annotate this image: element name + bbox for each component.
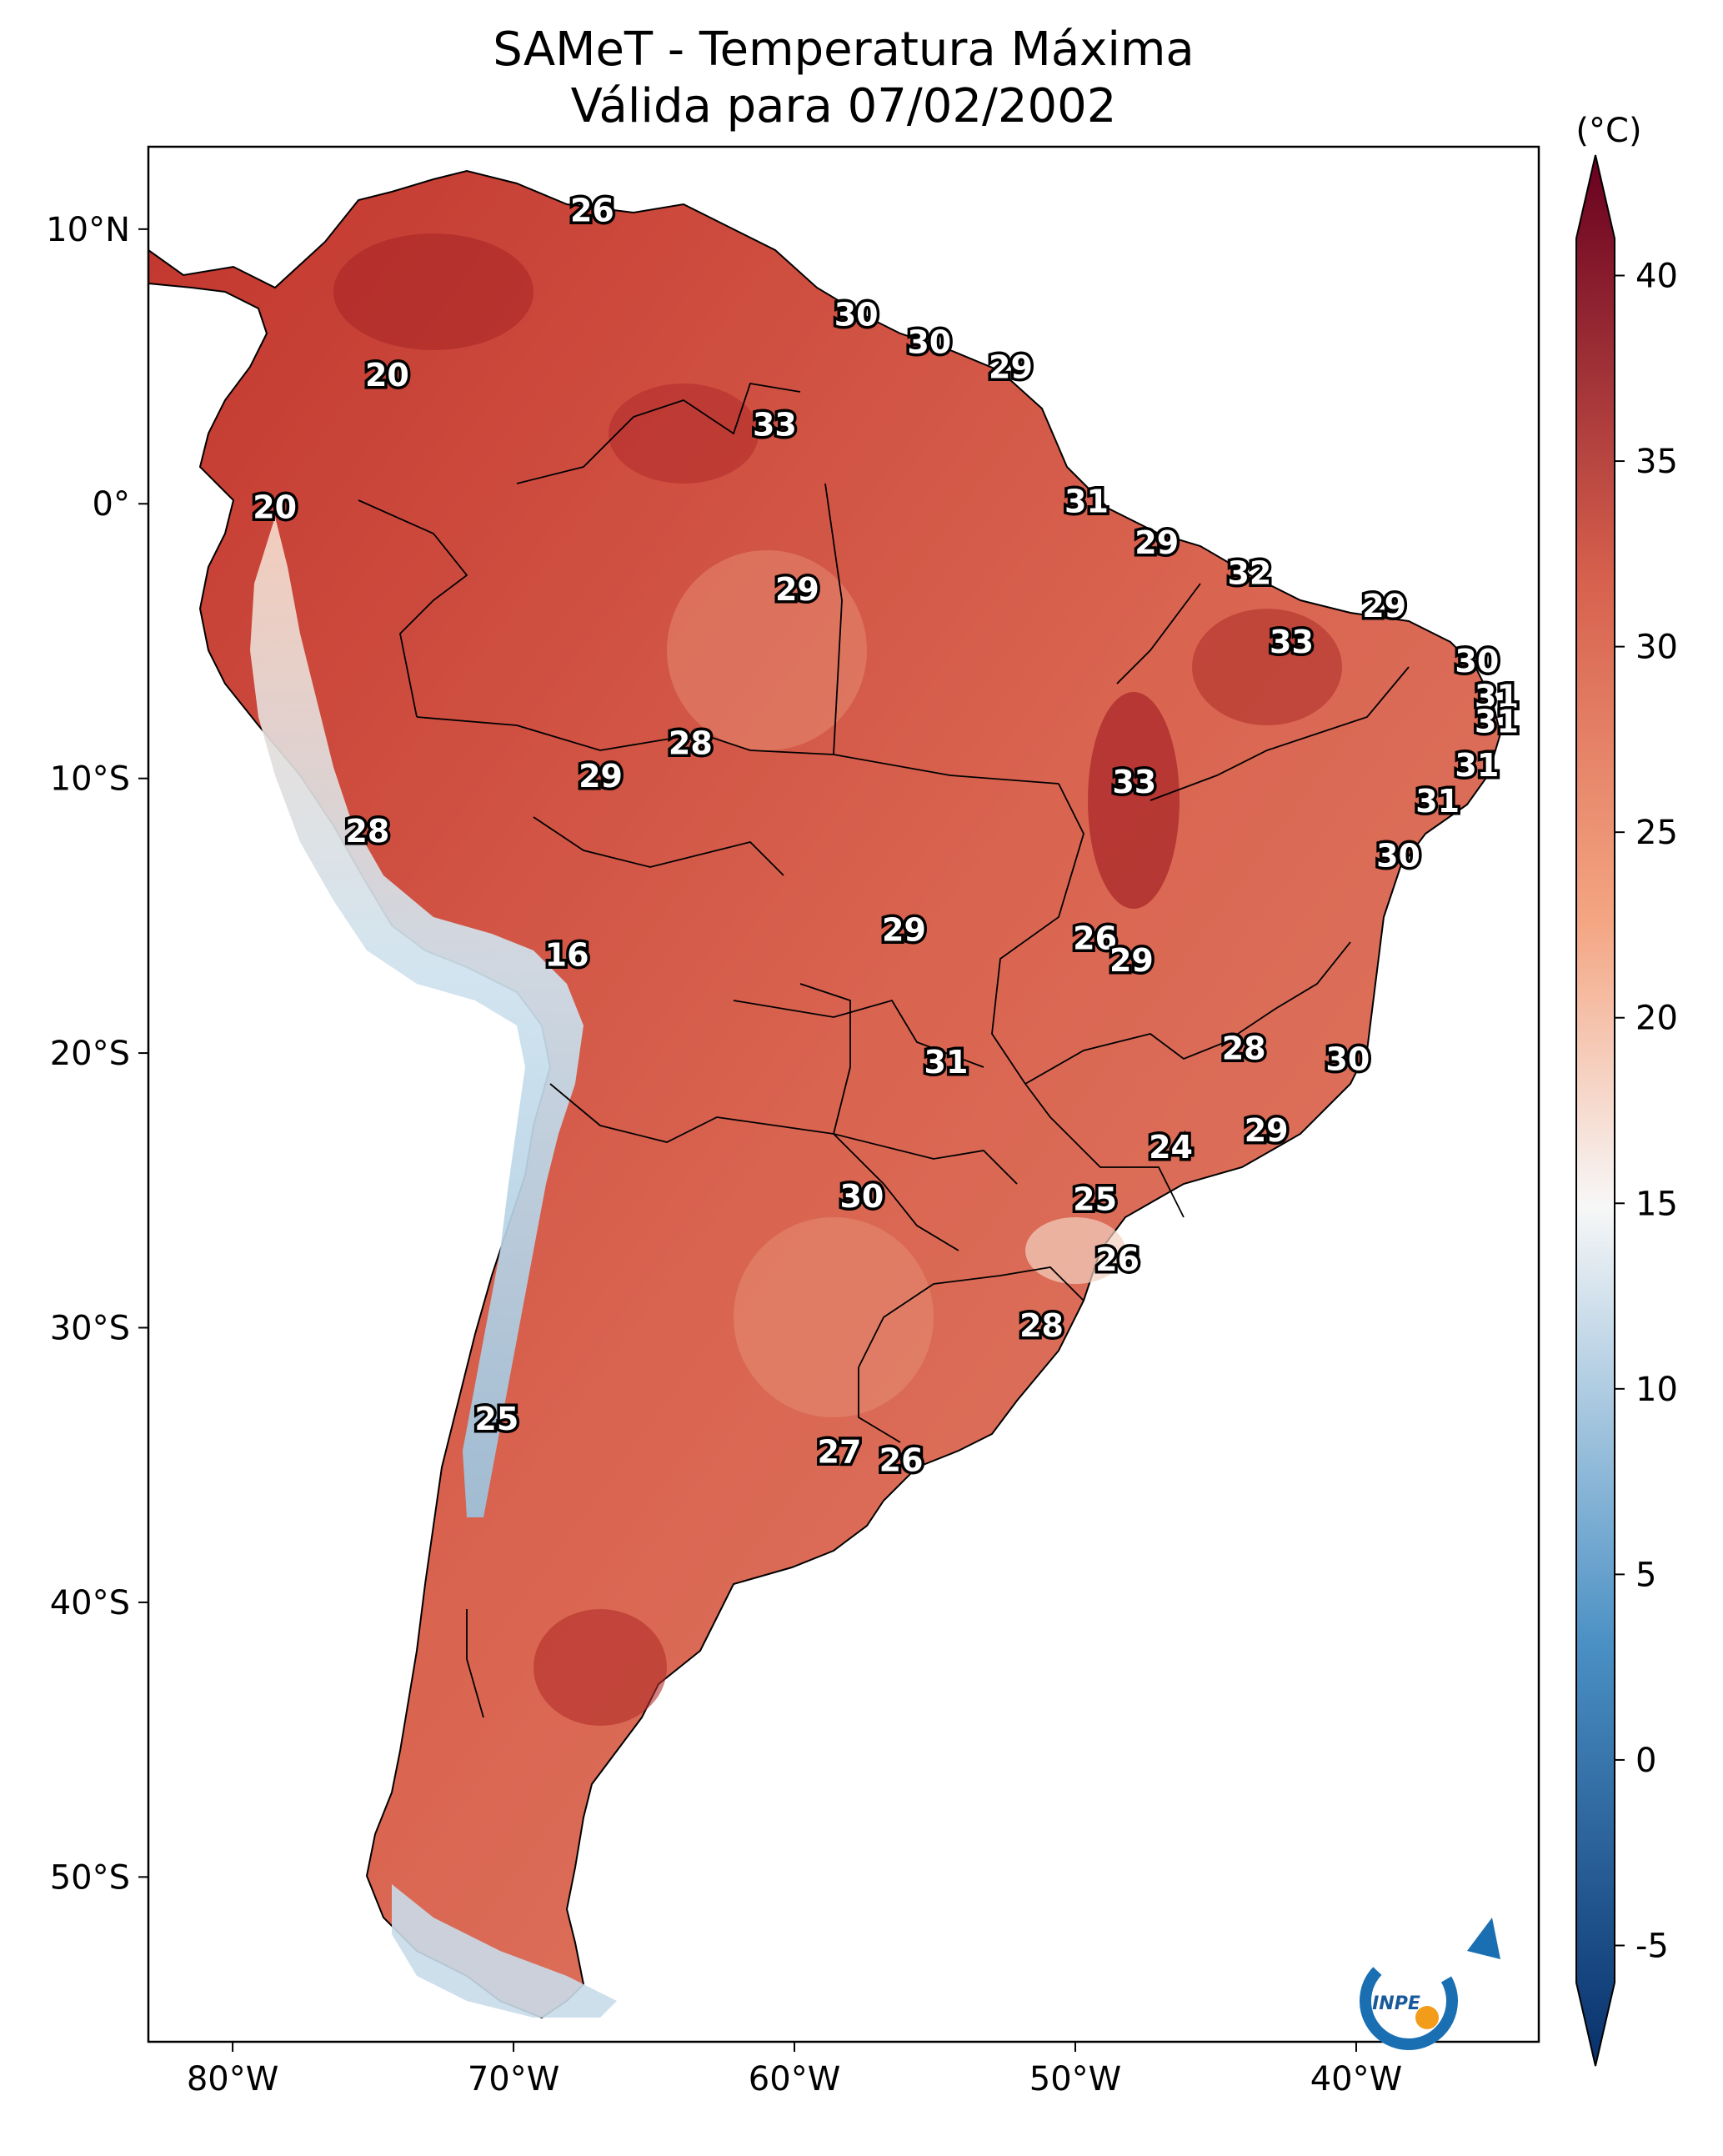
city-temperature-label: 32	[1227, 554, 1271, 591]
lat-tick-label: 50°S	[50, 1858, 130, 1897]
city-temperature-label: 26	[570, 193, 614, 229]
city-temperature-label: 25	[474, 1401, 518, 1437]
lon-tick-label: 60°W	[749, 2060, 840, 2098]
city-temperature-label: 20	[365, 357, 409, 394]
city-temperature-label: 33	[1112, 764, 1156, 800]
inpe-logo-sun-icon	[1415, 2006, 1439, 2029]
hot-region-northeast	[1192, 609, 1342, 725]
city-temperature-label: 28	[669, 725, 713, 762]
colorbar-body	[1575, 154, 1615, 2067]
inpe-logo: INPE	[1360, 1918, 1500, 2050]
lat-tick-label: 20°S	[50, 1035, 130, 1073]
map-subtitle: Válida para 07/02/2002	[570, 79, 1117, 133]
city-temperature-label: 31	[1064, 484, 1109, 520]
colorbar-ticks: 40 35 30 25 20 15 10 5 0 -5	[1615, 258, 1678, 1965]
map-title: SAMeT - Temperatura Máxima	[493, 23, 1195, 77]
colorbar-tick-label: -5	[1635, 1927, 1669, 1965]
city-temperature-label: 29	[1134, 524, 1179, 561]
inpe-logo-ring-icon	[1360, 1952, 1458, 2050]
city-temperature-label: 25	[1073, 1181, 1117, 1217]
country-borders	[358, 382, 1410, 1718]
lat-tick-label: 10°N	[46, 211, 130, 249]
city-temperature-label: 26	[1073, 920, 1117, 957]
colorbar: (°C) 40 35 30 25 20 15 10 5 0 -5	[1575, 112, 1678, 2067]
lon-tick-label: 70°W	[468, 2060, 559, 2098]
lon-tick-label: 40°W	[1310, 2060, 1402, 2098]
patagonia-cool-region	[392, 1884, 617, 2018]
hot-region-tocantins	[1088, 692, 1180, 909]
inpe-logo-text: INPE	[1372, 1993, 1420, 2014]
city-temperature-label: 29	[882, 912, 926, 949]
city-temperature-label: 30	[1325, 1040, 1370, 1077]
colorbar-tick-label: 0	[1635, 1742, 1656, 1780]
city-temperature-label: 16	[545, 936, 589, 973]
colorbar-tick-label: 10	[1635, 1371, 1678, 1409]
city-temperature-label: 31	[1455, 747, 1499, 784]
latitude-ticks: 10°N 0° 10°S 20°S 30°S 40°S 50°S	[46, 211, 148, 1897]
city-temperature-label: 29	[989, 348, 1033, 385]
lat-tick-label: 40°S	[50, 1584, 130, 1622]
mild-region-pampas	[734, 1217, 934, 1417]
city-temperature-label: 30	[839, 1178, 884, 1215]
city-temperature-label: 24	[1149, 1129, 1193, 1166]
andes-cool-region	[250, 517, 584, 1517]
city-temperature-label: 30	[834, 297, 879, 333]
hot-region-roraima	[609, 384, 759, 484]
city-temperature-label: 28	[1019, 1307, 1064, 1344]
city-temperature-label: 30	[1455, 643, 1499, 679]
lat-tick-label: 0°	[93, 485, 130, 524]
colorbar-tick-label: 20	[1635, 1000, 1678, 1038]
hot-region-patagonia	[533, 1609, 667, 1726]
lon-tick-label: 50°W	[1029, 2060, 1121, 2098]
city-temperature-label: 28	[345, 813, 389, 850]
city-temperature-label: 26	[1095, 1241, 1139, 1278]
city-temperature-label: 31	[1475, 679, 1519, 715]
colorbar-tick-label: 25	[1635, 814, 1678, 852]
mild-region-amazon	[667, 550, 867, 750]
colorbar-tick-label: 40	[1635, 258, 1678, 296]
colorbar-tick-label: 15	[1635, 1185, 1678, 1223]
hot-region-colombia	[333, 233, 533, 350]
longitude-ticks: 80°W 70°W 60°W 50°W 40°W	[187, 2042, 1402, 2098]
city-temperature-label: 33	[753, 407, 797, 444]
city-temperature-label: 29	[1109, 942, 1154, 979]
city-temperature-label: 20	[253, 489, 297, 525]
colorbar-tick-label: 35	[1635, 443, 1678, 481]
city-temperature-label: 26	[879, 1442, 924, 1478]
city-temperature-label: 28	[1222, 1030, 1266, 1066]
lat-tick-label: 30°S	[50, 1310, 130, 1348]
city-temperature-label: 31	[924, 1044, 969, 1081]
city-temperature-label: 27	[818, 1434, 862, 1471]
inpe-logo-arrow-icon	[1467, 1918, 1500, 1959]
map-frame-border	[147, 145, 1540, 2043]
continent-layer	[148, 169, 1502, 2019]
lat-tick-label: 10°S	[50, 760, 130, 799]
city-temperature-label: 33	[1270, 624, 1314, 660]
colorbar-tick-label: 30	[1635, 629, 1678, 667]
city-temperature-label: 29	[775, 571, 819, 608]
city-temperature-label: 30	[1376, 838, 1420, 875]
colorbar-units: (°C)	[1575, 112, 1641, 150]
city-temperature-label: 30	[907, 324, 951, 361]
city-temperature-label: 31	[1475, 703, 1519, 740]
city-temperature-label: 31	[1415, 783, 1460, 820]
city-temperature-label: 29	[1245, 1112, 1289, 1149]
colorbar-tick-label: 5	[1635, 1556, 1656, 1594]
city-temperature-label: 29	[1362, 588, 1406, 624]
lon-tick-label: 80°W	[187, 2060, 278, 2098]
city-temperature-label: 29	[579, 758, 623, 795]
